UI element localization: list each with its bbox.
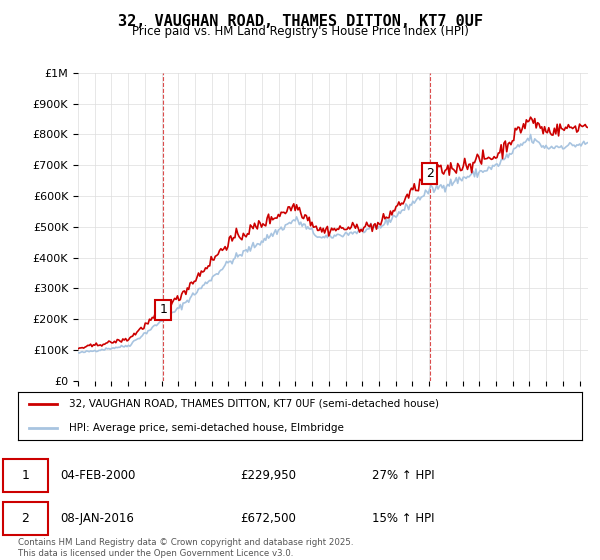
Text: 08-JAN-2016: 08-JAN-2016 (60, 512, 134, 525)
Text: 1: 1 (21, 469, 29, 482)
FancyBboxPatch shape (3, 502, 48, 535)
Text: HPI: Average price, semi-detached house, Elmbridge: HPI: Average price, semi-detached house,… (69, 423, 344, 433)
FancyBboxPatch shape (3, 459, 48, 492)
Text: 1: 1 (159, 304, 167, 316)
Text: £672,500: £672,500 (240, 512, 296, 525)
Text: 2: 2 (21, 512, 29, 525)
Text: 32, VAUGHAN ROAD, THAMES DITTON, KT7 0UF (semi-detached house): 32, VAUGHAN ROAD, THAMES DITTON, KT7 0UF… (69, 399, 439, 409)
Text: 27% ↑ HPI: 27% ↑ HPI (372, 469, 434, 482)
Text: 04-FEB-2000: 04-FEB-2000 (60, 469, 136, 482)
Text: Contains HM Land Registry data © Crown copyright and database right 2025.
This d: Contains HM Land Registry data © Crown c… (18, 538, 353, 558)
Text: £229,950: £229,950 (240, 469, 296, 482)
Text: Price paid vs. HM Land Registry's House Price Index (HPI): Price paid vs. HM Land Registry's House … (131, 25, 469, 38)
Text: 32, VAUGHAN ROAD, THAMES DITTON, KT7 0UF: 32, VAUGHAN ROAD, THAMES DITTON, KT7 0UF (118, 14, 482, 29)
Text: 15% ↑ HPI: 15% ↑ HPI (372, 512, 434, 525)
Text: 2: 2 (426, 167, 434, 180)
